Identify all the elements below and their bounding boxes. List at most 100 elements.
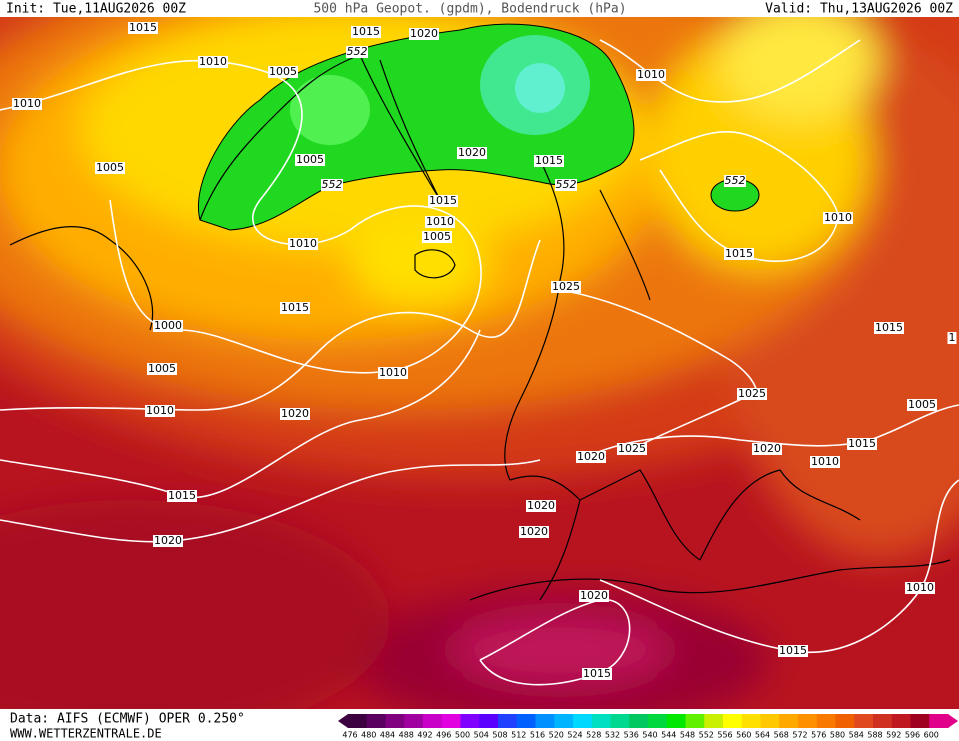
isobar-label-box <box>617 443 647 455</box>
isobar-label: 1025 <box>738 387 766 400</box>
isobar-label-box <box>636 69 666 81</box>
colorbar-label: 556 <box>717 731 732 740</box>
isobar-label-box <box>295 154 325 166</box>
colorbar-label: 512 <box>511 731 526 740</box>
isobar-label: 1005 <box>148 362 176 375</box>
isobar-label: 1020 <box>753 442 781 455</box>
colorbar-cell <box>460 714 480 728</box>
isobar-label-box <box>752 443 782 455</box>
isobar-label-box <box>576 451 606 463</box>
isobar-label-box <box>268 66 298 78</box>
colorbar-label: 600 <box>924 731 939 740</box>
colorbar-label: 584 <box>849 731 864 740</box>
colorbar-cell <box>554 714 574 728</box>
isobar-label: 1020 <box>410 27 438 40</box>
colorbar-cell <box>610 714 630 728</box>
colorbar-label: 576 <box>811 731 826 740</box>
colorbar-label: 568 <box>774 731 789 740</box>
colorbar-cell <box>441 714 461 728</box>
colorbar-cell <box>666 714 686 728</box>
isobar-label: 1010 <box>146 404 174 417</box>
isobar-label: 1010 <box>199 55 227 68</box>
isobar-label-box <box>551 281 581 293</box>
colorbar-cell <box>648 714 668 728</box>
contour-label-box <box>321 179 343 191</box>
isobar-label-box <box>457 147 487 159</box>
isobar-label-box <box>409 28 439 40</box>
colorbar-label: 540 <box>642 731 657 740</box>
colorbar-cell <box>835 714 855 728</box>
colorbar-label: 480 <box>361 731 376 740</box>
colorbar-label: 572 <box>792 731 807 740</box>
colorbar-label: 516 <box>530 731 545 740</box>
colorbar-cell <box>929 714 949 728</box>
isobar-label-box <box>167 490 197 502</box>
isobar-label-box <box>947 332 957 344</box>
colorbar-label: 492 <box>417 731 432 740</box>
colorbar-cell <box>366 714 386 728</box>
colorbar-cell <box>591 714 611 728</box>
isobar-label: 1020 <box>580 589 608 602</box>
colorbar-label: 488 <box>399 731 414 740</box>
colorbar-label: 536 <box>624 731 639 740</box>
colorbar-label: 564 <box>755 731 770 740</box>
colorbar-cell <box>498 714 518 728</box>
isobar-label: 1015 <box>779 644 807 657</box>
isobar-label: 1020 <box>154 534 182 547</box>
isobar-label: 1005 <box>296 153 324 166</box>
isobar-label: 1020 <box>577 450 605 463</box>
colorbar-cell <box>385 714 405 728</box>
colorbar-cell <box>873 714 893 728</box>
colorbar-label: 548 <box>680 731 695 740</box>
isobar-label: 1010 <box>379 366 407 379</box>
init-time: Init: Tue,11AUG2026 00Z <box>6 2 186 17</box>
isobar-label-box <box>153 320 183 332</box>
isobar-label: 1020 <box>527 499 555 512</box>
isobar-label: 1015 <box>848 437 876 450</box>
colorbar-cell <box>423 714 443 728</box>
geopotential-core <box>290 75 370 145</box>
colorbar-cell <box>516 714 536 728</box>
isobar-label: 1010 <box>811 455 839 468</box>
isobar-label-box <box>145 405 175 417</box>
isobar-label: 1010 <box>426 215 454 228</box>
isobar-label: 1015 <box>168 489 196 502</box>
colorbar-cell <box>629 714 649 728</box>
isobar-label-box <box>288 238 318 250</box>
colorbar-cell <box>779 714 799 728</box>
colorbar-cell <box>535 714 555 728</box>
colorbar-cell <box>573 714 593 728</box>
isobar-label-layer: 1015 1010 1005 1015 1020 1010 1005 1005 1020 1015… <box>12 21 957 680</box>
isobar-label-box <box>778 645 808 657</box>
colorbar-label: 484 <box>380 731 395 740</box>
isobar-label: 1005 <box>423 230 451 243</box>
colorbar-label: 596 <box>905 731 920 740</box>
isobar-label-box <box>153 535 183 547</box>
isobar-label: 1005 <box>908 398 936 411</box>
isobar-label: 1005 <box>96 161 124 174</box>
isobar-label: 1010 <box>637 68 665 81</box>
isobar-label: 1000 <box>154 319 182 332</box>
isobar-label-box <box>534 155 564 167</box>
isobar-label: 1015 <box>281 301 309 314</box>
isobar-label: 1020 <box>520 525 548 538</box>
colorbar-label: 544 <box>661 731 676 740</box>
data-source: Data: AIFS (ECMWF) OPER 0.250° <box>10 712 245 727</box>
contour-label: 552 <box>347 45 368 58</box>
isobar-label: 1010 <box>824 211 852 224</box>
isobar-label: 1025 <box>618 442 646 455</box>
site-url: WWW.WETTERZENTRALE.DE <box>10 727 162 741</box>
isobar-label: 1015 <box>129 21 157 34</box>
isobar-label-box <box>905 582 935 594</box>
isobar-label: 1020 <box>458 146 486 159</box>
map-title: 500 hPa Geopot. (gpdm), Bodendruck (hPa) <box>313 2 626 17</box>
colorbar-label: 508 <box>492 731 507 740</box>
colorbar-arrow-right <box>948 714 958 728</box>
colorbar-label: 580 <box>830 731 845 740</box>
isobar-label: 1015 <box>429 194 457 207</box>
isobar-label: 1010 <box>289 237 317 250</box>
colorbar-label: 520 <box>549 731 564 740</box>
isobar-label-box <box>422 231 452 243</box>
